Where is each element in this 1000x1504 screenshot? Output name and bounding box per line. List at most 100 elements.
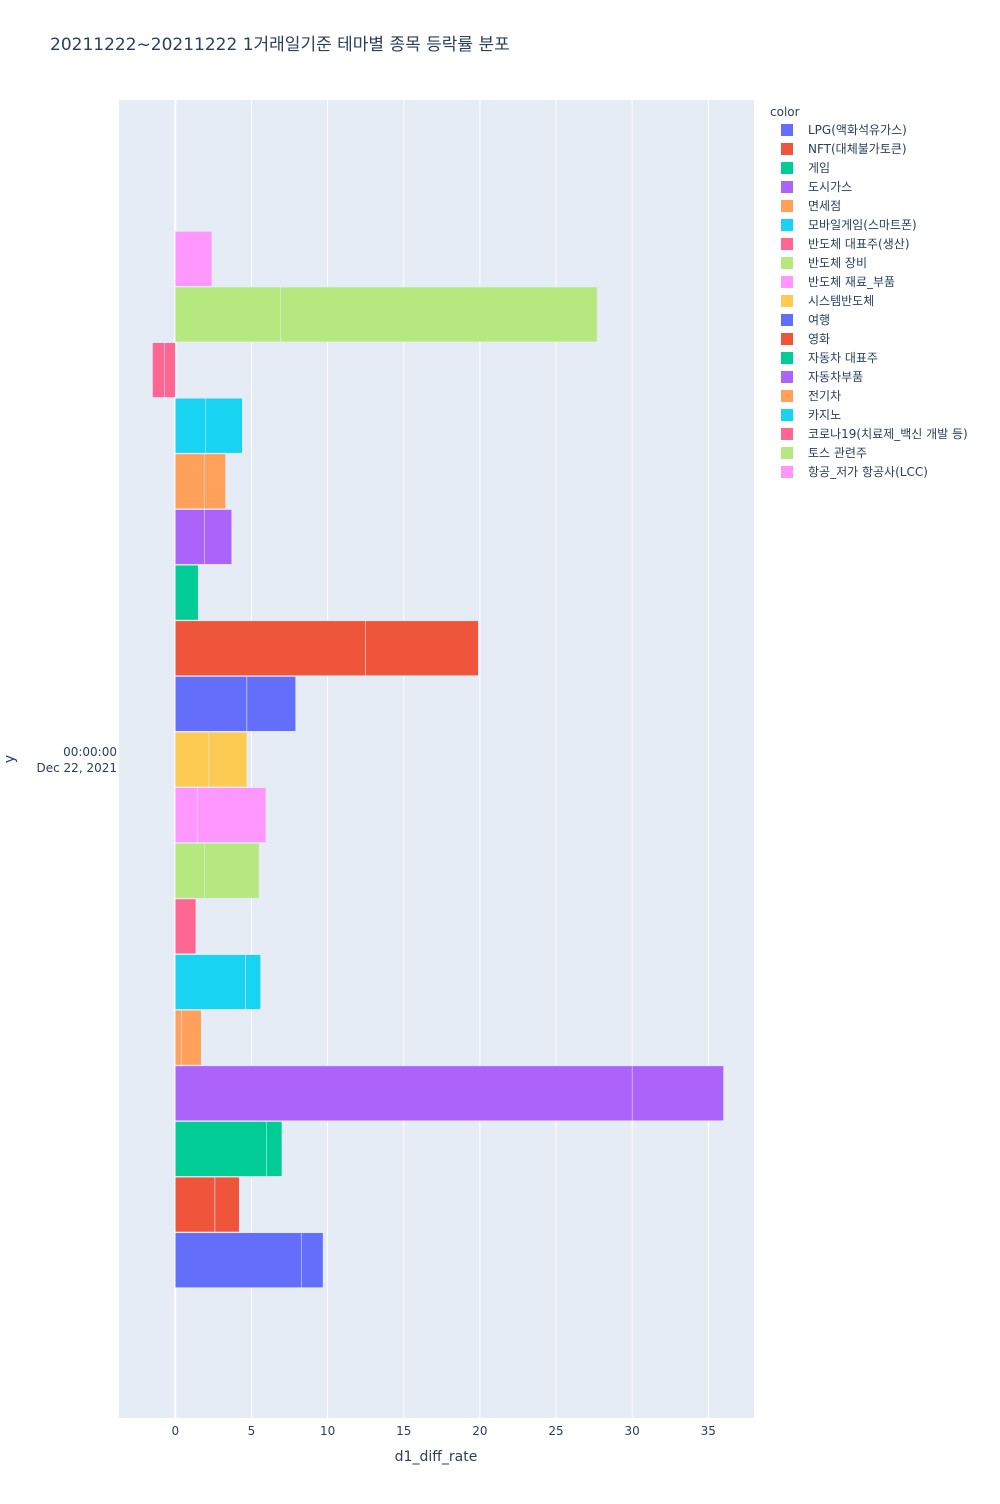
legend-item[interactable]: 면세점	[781, 199, 841, 213]
legend-label: 카지노	[808, 408, 841, 422]
bar-segment[interactable]	[175, 731, 210, 788]
legend-label: 자동차부품	[808, 370, 863, 384]
bar-segment[interactable]	[175, 620, 366, 676]
x-tick-label: 25	[548, 1424, 563, 1438]
bar-segment[interactable]	[175, 954, 246, 1010]
bar-segment[interactable]	[175, 787, 198, 843]
legend-swatch	[781, 200, 793, 212]
legend-label: 토스 관련주	[808, 446, 867, 460]
legend-item[interactable]: 시스템반도체	[781, 294, 874, 308]
bar-segment[interactable]	[204, 453, 226, 509]
bar-segment[interactable]	[204, 843, 260, 899]
legend-item[interactable]: LPG(액화석유가스)	[781, 123, 907, 137]
legend-label: 면세점	[808, 199, 841, 213]
bar-segment[interactable]	[266, 1121, 283, 1177]
bar-segment[interactable]	[205, 398, 243, 454]
legend-label: 시스템반도체	[808, 294, 874, 308]
bar-segment[interactable]	[631, 1065, 724, 1121]
bar-segment[interactable]	[175, 1010, 182, 1066]
legend-item[interactable]: 여행	[781, 312, 830, 327]
legend-swatch	[781, 162, 793, 174]
legend-label: 영화	[808, 332, 830, 346]
legend-item[interactable]: 전기차	[781, 389, 841, 403]
bar-segment[interactable]	[280, 286, 598, 343]
bar-segment[interactable]	[164, 342, 176, 398]
legend-swatch	[781, 466, 793, 478]
legend-item[interactable]: 항공_저가 항공사(LCC)	[781, 465, 928, 479]
legend-label: NFT(대체불가토큰)	[808, 142, 907, 156]
y-tick-label-time: 00:00:00	[63, 745, 117, 759]
bar-segment[interactable]	[301, 1232, 324, 1288]
legend-title[interactable]: color	[770, 105, 800, 119]
legend-swatch	[781, 257, 793, 269]
chart-title: 20211222~20211222 1거래일기준 테마별 종목 등락률 분포	[50, 35, 510, 55]
bar-segment[interactable]	[208, 731, 248, 788]
bar-segment[interactable]	[175, 1176, 216, 1233]
bar-segment[interactable]	[175, 898, 197, 955]
legend-item[interactable]: NFT(대체불가토큰)	[781, 142, 907, 156]
legend-swatch	[781, 428, 793, 440]
legend-item[interactable]: 도시가스	[781, 180, 852, 194]
legend-label: 모바일게임(스마트폰)	[808, 218, 917, 232]
y-tick-label-date: Dec 22, 2021	[37, 761, 117, 775]
x-tick-label: 35	[701, 1424, 716, 1438]
x-tick-label: 20	[472, 1424, 487, 1438]
legend-item[interactable]: 자동차부품	[781, 370, 863, 384]
legend-label: 전기차	[808, 389, 841, 403]
y-axis-title: y	[2, 755, 18, 763]
bar-segment[interactable]	[245, 954, 261, 1010]
legend-label: 코로나19(치료제_백신 개발 등)	[808, 427, 968, 441]
bar-segment[interactable]	[204, 509, 232, 565]
legend-item[interactable]: 반도체 재료_부품	[781, 275, 895, 289]
legend-item[interactable]: 반도체 대표주(생산)	[781, 237, 910, 251]
bar-segment[interactable]	[197, 787, 267, 843]
x-tick-labels: 0 5 10 15 20 25 30 35	[172, 1424, 716, 1438]
legend-label: 도시가스	[808, 180, 852, 194]
bar-segment[interactable]	[246, 676, 296, 732]
x-tick-label: 15	[396, 1424, 411, 1438]
bar-segment[interactable]	[175, 1065, 633, 1121]
bar-segment[interactable]	[181, 1010, 202, 1066]
legend-label: 반도체 대표주(생산)	[808, 237, 910, 251]
legend-label: 여행	[808, 312, 830, 327]
bar-segment[interactable]	[175, 843, 205, 899]
legend-item[interactable]: 게임	[781, 161, 830, 175]
legend-swatch	[781, 219, 793, 231]
legend-item[interactable]: 모바일게임(스마트폰)	[781, 218, 917, 232]
legend-swatch	[781, 181, 793, 193]
legend-item[interactable]: 영화	[781, 332, 830, 346]
legend-swatch	[781, 352, 793, 364]
bar-segment[interactable]	[175, 1121, 267, 1177]
bar-segment[interactable]	[175, 509, 205, 565]
legend-swatch	[781, 295, 793, 307]
bar-segment[interactable]	[175, 286, 281, 343]
legend-swatch	[781, 390, 793, 402]
bar-segment[interactable]	[175, 453, 205, 509]
legend-label: 반도체 재료_부품	[808, 275, 895, 289]
bars	[152, 231, 724, 1288]
bar-segment[interactable]	[175, 398, 207, 454]
legend-item[interactable]: 자동차 대표주	[781, 351, 878, 365]
x-tick-label: 30	[625, 1424, 640, 1438]
legend-swatch	[781, 238, 793, 250]
bar-segment[interactable]	[175, 676, 248, 732]
legend-swatch	[781, 314, 793, 326]
legend-item[interactable]: 카지노	[781, 408, 841, 422]
x-axis-title: d1_diff_rate	[395, 1449, 478, 1465]
legend-item[interactable]: 토스 관련주	[781, 446, 867, 460]
bar-segment[interactable]	[175, 564, 199, 621]
bar-segment[interactable]	[152, 342, 165, 398]
legend-swatch	[781, 143, 793, 155]
bar-segment[interactable]	[214, 1176, 240, 1233]
legend-item[interactable]: 반도체 장비	[781, 256, 867, 270]
bar-segment[interactable]	[175, 231, 213, 287]
legend-label: 게임	[808, 161, 830, 175]
legend-swatch	[781, 447, 793, 459]
legend-item[interactable]: 코로나19(치료제_백신 개발 등)	[781, 427, 968, 441]
bar-segment[interactable]	[175, 1232, 302, 1288]
bar-segment[interactable]	[365, 620, 479, 676]
legend-label: 항공_저가 항공사(LCC)	[808, 465, 928, 479]
x-tick-label: 10	[320, 1424, 335, 1438]
